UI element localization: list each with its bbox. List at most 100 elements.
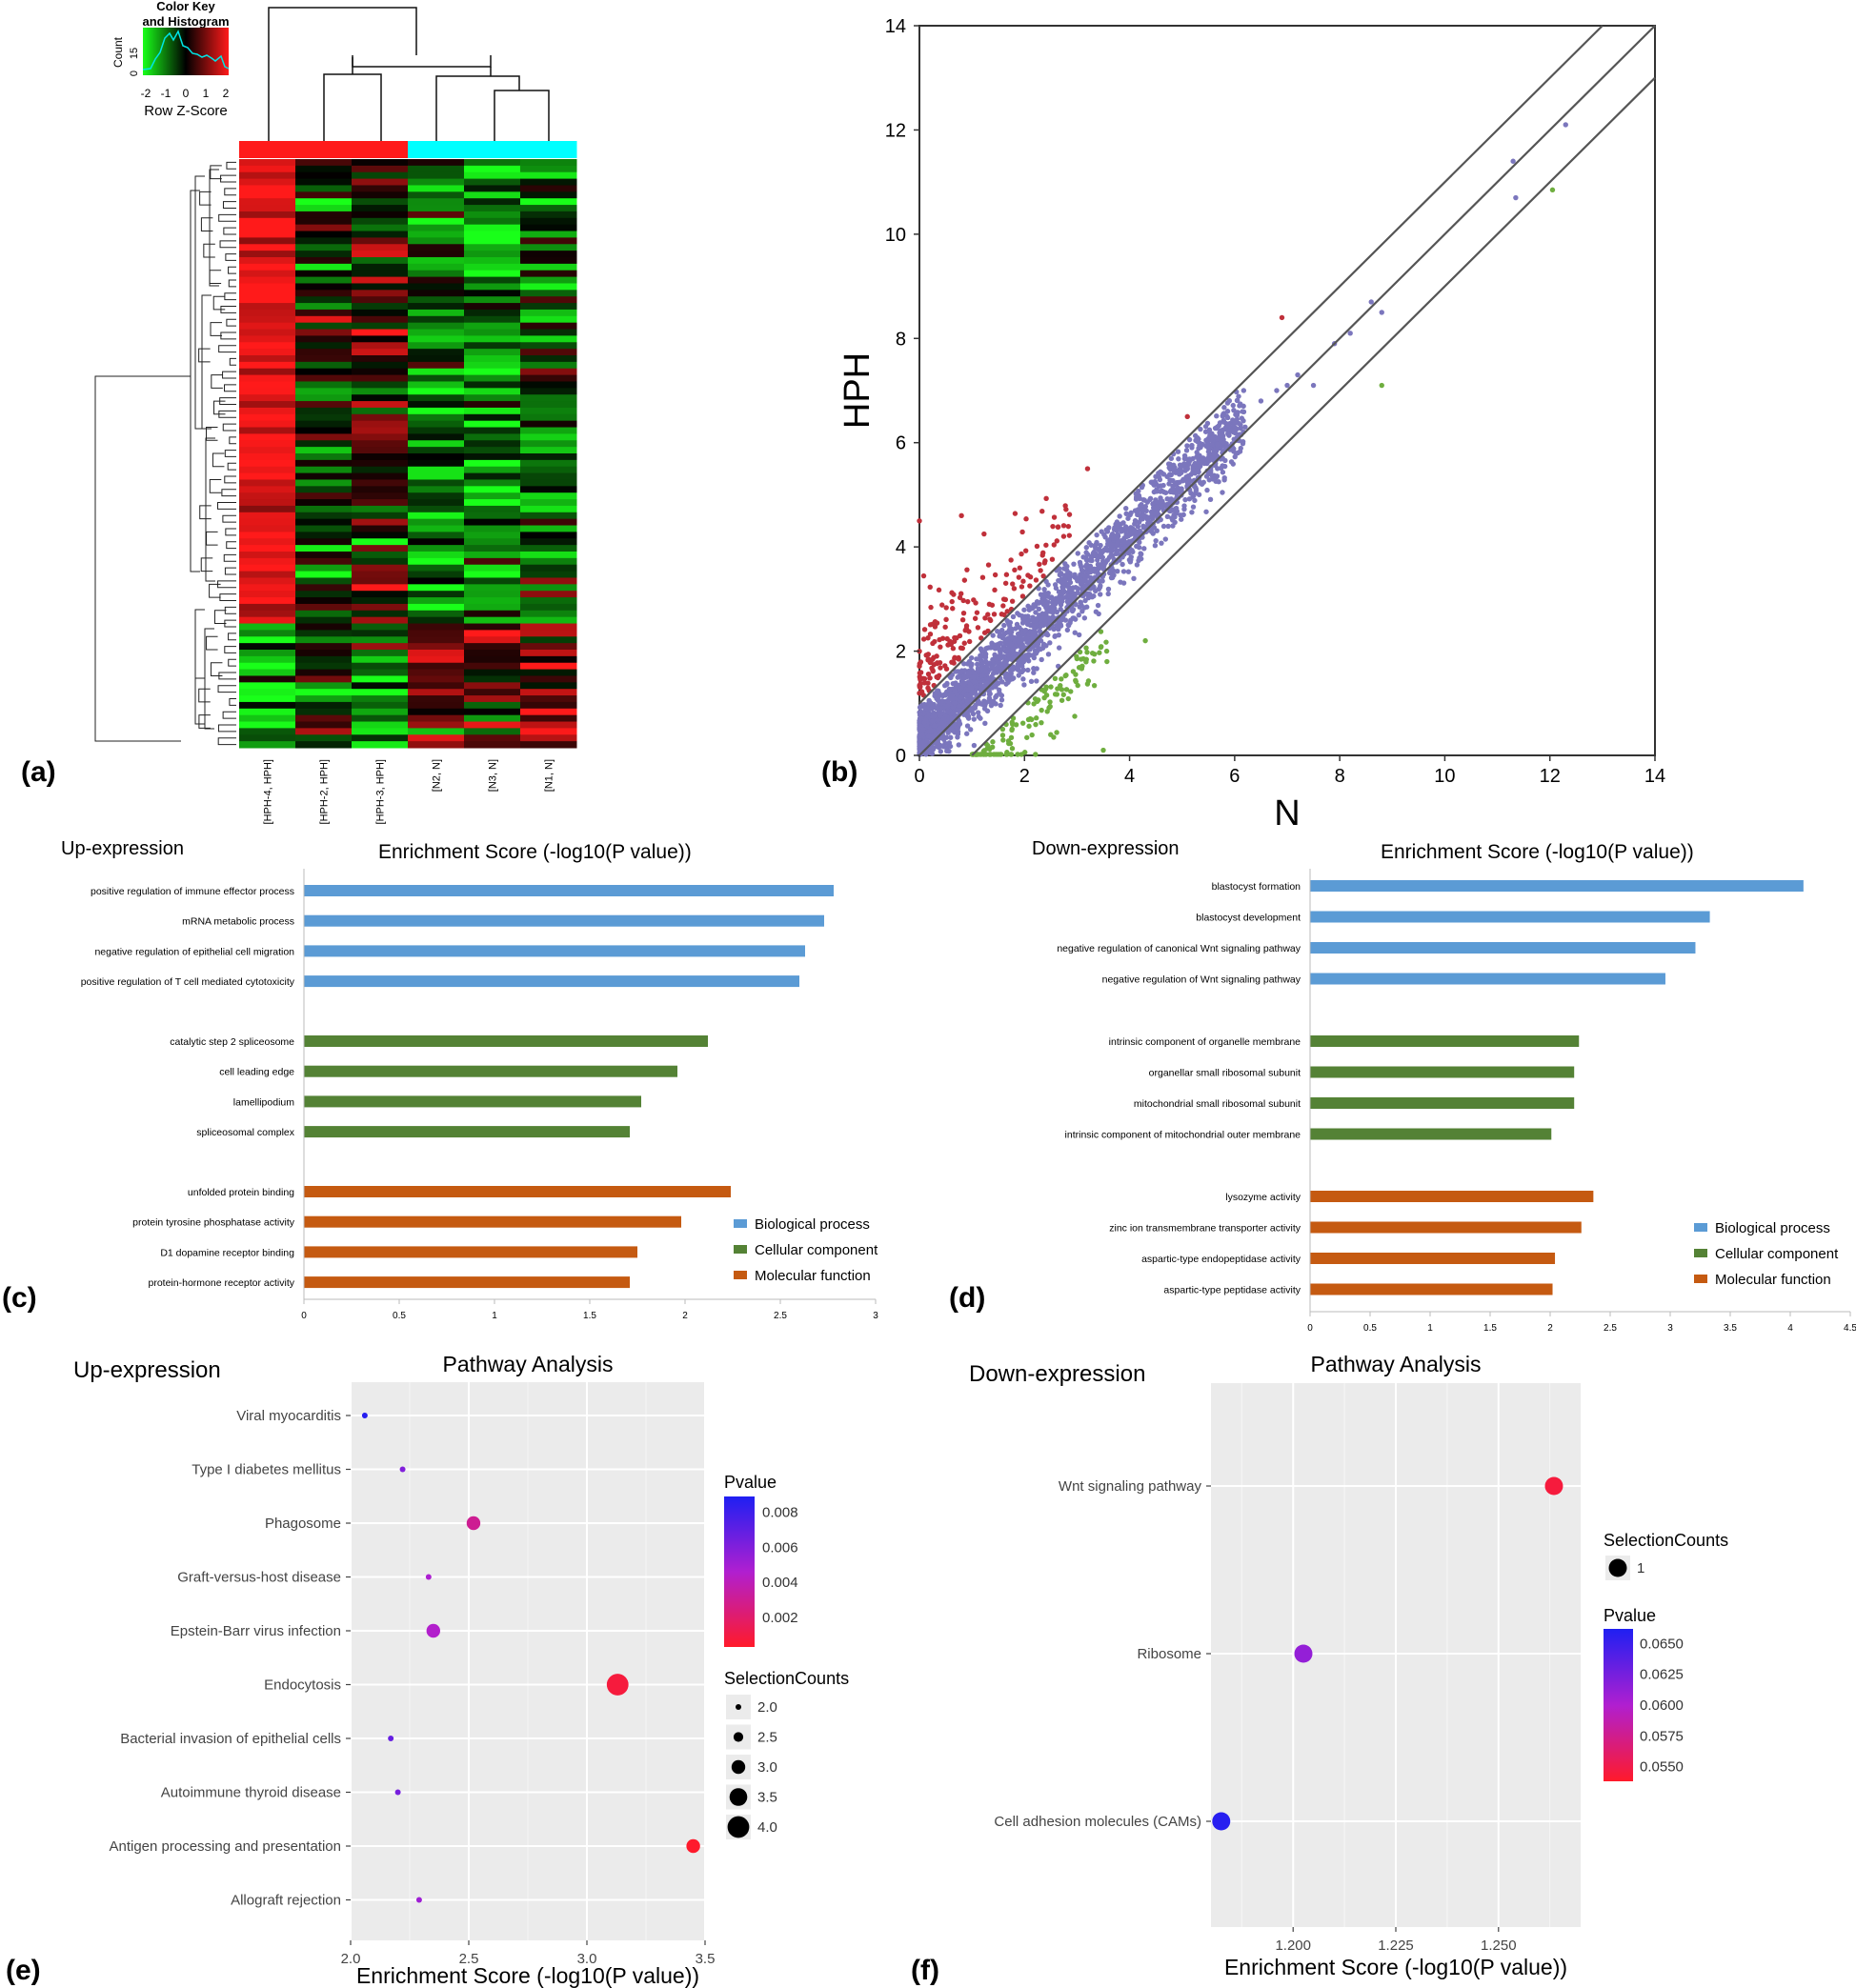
heatmap-cell bbox=[295, 734, 353, 742]
scatter-point bbox=[1123, 505, 1129, 512]
dendrogram-branch bbox=[223, 553, 236, 562]
heatmap-cell bbox=[464, 296, 521, 304]
data-point bbox=[1544, 1476, 1563, 1496]
column-dendrogram bbox=[268, 7, 550, 141]
scatter-point bbox=[1016, 673, 1021, 678]
scatter-point bbox=[1110, 544, 1116, 551]
heatmap-cell bbox=[352, 185, 409, 192]
scatter-point bbox=[1033, 721, 1039, 728]
scatter-point bbox=[1183, 448, 1190, 453]
scatter-point bbox=[932, 691, 938, 696]
heatmap-cell bbox=[295, 427, 353, 434]
pvalue-colorbar bbox=[1604, 1629, 1633, 1781]
scatter-point bbox=[1012, 567, 1018, 573]
scatter-point bbox=[1133, 494, 1140, 500]
group-bar-segment bbox=[520, 141, 577, 158]
scatter-point bbox=[969, 691, 975, 697]
scatter-x-tick-label: 4 bbox=[1124, 766, 1135, 787]
dendrogram-branch bbox=[194, 609, 205, 725]
scatter-point bbox=[921, 675, 928, 682]
scatter-point bbox=[1033, 752, 1039, 757]
heatmap-cell bbox=[295, 564, 353, 572]
scatter-point bbox=[1153, 537, 1159, 544]
scatter-point bbox=[994, 659, 1000, 665]
scatter-point bbox=[1026, 723, 1032, 730]
heatmap-cell bbox=[239, 217, 296, 226]
heatmap-cell bbox=[295, 447, 353, 454]
heatmap-cells bbox=[239, 159, 577, 749]
heatmap-cell bbox=[408, 650, 465, 657]
heatmap-cell bbox=[520, 695, 577, 703]
scatter-point bbox=[1039, 656, 1044, 663]
heatmap-cell bbox=[352, 571, 409, 578]
heatmap-cell bbox=[408, 675, 465, 683]
scatter-point bbox=[955, 726, 960, 732]
scatter-point bbox=[951, 686, 958, 693]
scatter-point bbox=[1563, 122, 1568, 128]
heatmap-cell bbox=[239, 616, 296, 625]
scatter-point bbox=[958, 591, 964, 596]
scatter-point bbox=[1140, 508, 1147, 513]
heatmap-cell bbox=[520, 329, 577, 336]
heatmap-cell bbox=[464, 244, 521, 251]
scatter-point bbox=[1002, 596, 1009, 603]
heatmap-cell bbox=[408, 564, 465, 572]
scatter-point bbox=[1221, 477, 1227, 483]
scatter-point bbox=[1174, 481, 1180, 487]
heatmap-cell bbox=[464, 597, 521, 605]
heatmap-cell bbox=[352, 413, 409, 422]
scatter-point bbox=[1041, 586, 1047, 592]
heatmap-cell bbox=[239, 499, 296, 507]
scatter-point bbox=[1138, 516, 1144, 522]
scatter-point bbox=[1066, 512, 1073, 517]
heatmap-cell bbox=[408, 466, 465, 474]
group-bar-segment bbox=[295, 141, 353, 158]
scatter-point bbox=[1284, 382, 1290, 389]
scatter-point bbox=[1164, 496, 1170, 502]
heatmap-cell bbox=[352, 335, 409, 343]
scatter-point bbox=[960, 681, 967, 688]
scatter-x-tick-label: 12 bbox=[1540, 766, 1561, 787]
scatter-point bbox=[1153, 511, 1159, 516]
scatter-point bbox=[992, 646, 999, 652]
scatter-point bbox=[927, 584, 933, 591]
heatmap-cell bbox=[239, 388, 296, 395]
scatter-point bbox=[917, 518, 922, 524]
scatter-point bbox=[1127, 559, 1134, 565]
heatmap-cell bbox=[408, 610, 465, 618]
scatter-point bbox=[1009, 726, 1015, 733]
data-point bbox=[606, 1674, 629, 1696]
scatter-point bbox=[1082, 572, 1088, 579]
scatter-point bbox=[1048, 684, 1054, 690]
scatter-point bbox=[984, 680, 990, 686]
scatter-point bbox=[1047, 640, 1053, 646]
scatter-point bbox=[1045, 652, 1052, 657]
heatmap-cell bbox=[239, 492, 296, 500]
heatmap-cell bbox=[352, 701, 409, 710]
color-key-tick: 1 bbox=[203, 87, 210, 100]
bar bbox=[1310, 973, 1665, 985]
scatter-point bbox=[1092, 552, 1099, 559]
heatmap-cell bbox=[352, 538, 409, 546]
heatmap-column-label: [HPH-2, HPH] bbox=[319, 759, 331, 824]
heatmap-cell bbox=[295, 538, 353, 546]
legend-size-label: 4.0 bbox=[757, 1819, 777, 1836]
scatter-point bbox=[1017, 565, 1023, 571]
legend-size-dot bbox=[729, 1788, 748, 1806]
heatmap-cell bbox=[239, 427, 296, 434]
heatmap-cell bbox=[520, 185, 577, 192]
dendrogram-branch bbox=[212, 452, 225, 468]
heatmap-cell bbox=[520, 263, 577, 271]
heatmap-cell bbox=[295, 571, 353, 578]
heatmap-cell bbox=[352, 689, 409, 696]
heatmap-cell bbox=[352, 283, 409, 291]
heatmap-cell bbox=[408, 381, 465, 389]
heatmap-cell bbox=[295, 401, 353, 409]
heatmap-cell bbox=[239, 171, 296, 180]
scatter-point bbox=[1214, 413, 1220, 419]
scatter-point bbox=[1084, 650, 1090, 655]
scatter-point bbox=[1109, 574, 1116, 581]
scatter-point bbox=[1120, 561, 1125, 568]
heatmap-cell bbox=[408, 499, 465, 507]
heatmap-cell bbox=[408, 368, 465, 376]
